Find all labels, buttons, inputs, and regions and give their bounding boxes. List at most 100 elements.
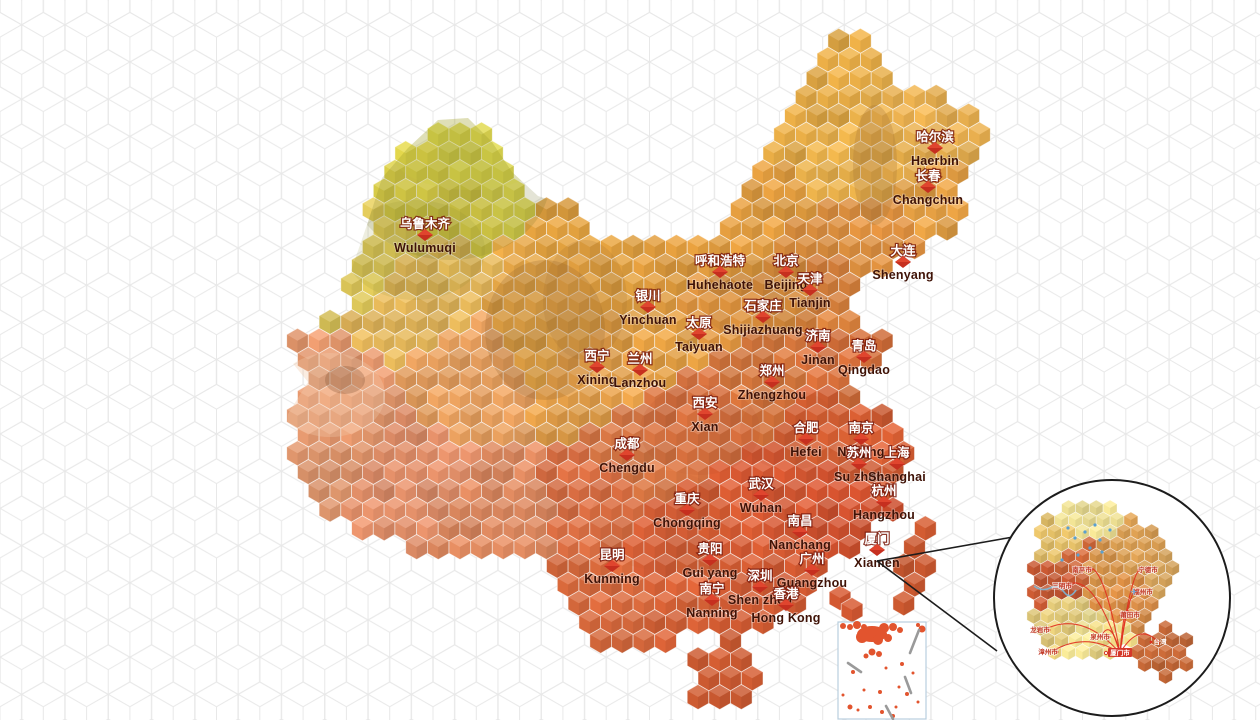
inset-city-label: 南平市 [1072,565,1092,574]
inset-city-台湾[interactable]: 台湾 [1149,637,1167,646]
nine-dash-segment [846,661,863,674]
city-shijiazhuang[interactable]: 石家庄 Shijiazhuang [722,297,803,338]
island-dot [879,623,889,633]
inset-city-莆田市[interactable]: 莆田市 [1120,609,1141,619]
city-su-zhou[interactable]: 苏州 Su zhou [833,444,884,485]
nine-dash-segment [908,628,921,655]
city-jinan[interactable]: 济南 Jinan [800,327,835,368]
city-zh-label: 长春 [915,168,941,183]
city-en-label: Jinan [801,353,835,367]
city-zhengzhou[interactable]: 郑州 Zhengzhou [737,362,807,403]
island-dot [841,693,845,697]
city-hefei[interactable]: 合肥 Hefei [789,419,822,460]
city-marker-icon [640,301,656,313]
city-zh-label: 济南 [805,328,831,343]
inset-origin-xiamen[interactable]: 厦门市 [1103,648,1132,657]
city-zh-label: 石家庄 [743,298,782,313]
inset-city-label: 莆田市 [1120,610,1140,619]
city-marker-icon [755,311,771,323]
city-en-label: Hefei [790,445,822,459]
city-hangzhou[interactable]: 杭州 Hangzhou [852,482,915,523]
inset-city-龙岩市[interactable]: 龙岩市 [1029,624,1051,634]
city-marker-icon [589,361,605,373]
city-zh-label: 南宁 [699,581,724,596]
inset-city-宁德市[interactable]: 宁德市 [1138,564,1159,574]
city-wuhan[interactable]: 武汉 Wuhan [739,475,783,516]
photo-tint [345,200,485,300]
blue-dot [1066,526,1070,530]
island-dot [884,666,888,670]
city-gui-yang[interactable]: 贵阳 Gui yang [682,540,738,581]
city-zh-label: 武汉 [748,476,774,491]
city-marker-icon [778,266,794,278]
city-nanjing[interactable]: 南京 Nanjing [837,419,886,460]
city-marker-icon [697,408,713,420]
island-dot [884,634,892,642]
city-marker-icon [810,341,826,353]
city-nanning[interactable]: 南宁 Nanning [685,580,738,621]
nine-dash-inset [837,621,927,720]
island-dot [856,708,860,712]
city-haerbin[interactable]: 哈尔滨 Haerbin [910,128,959,169]
inset-city-南平市[interactable]: 南平市 [1072,564,1093,574]
photo-tint [700,260,820,340]
city-guangzhou[interactable]: 广州 Guangzhou [776,550,848,591]
city-beijing[interactable]: 北京 Beijing [764,252,808,293]
city-huhehaote[interactable]: 呼和浩特 Huhehaote [686,252,754,293]
city-nanchang[interactable]: 南昌 Nanchang [768,512,831,553]
inset-city-泉州市[interactable]: 泉州市 [1090,631,1111,641]
city-lanzhou[interactable]: 兰州 Lanzhou [613,350,667,391]
inset-city-福州市[interactable]: 福州市✈ [1130,586,1154,597]
city-changchun[interactable]: 长春 Changchun [892,167,964,208]
island-dot [840,623,846,629]
city-zh-label: 哈尔滨 [916,129,954,144]
city-zh-label: 乌鲁木齐 [400,216,451,231]
island-dot [862,688,866,692]
island-dot [861,624,867,630]
island-dot [878,690,882,694]
city-marker-icon [853,433,869,445]
city-xian[interactable]: 西安 Xian [691,394,720,435]
city-marker-icon [802,284,818,296]
inset-city-label: 三明市 [1052,581,1072,590]
city-shen-zhen[interactable]: 深圳 Shen zhen [727,567,793,608]
city-chengdu[interactable]: 成都 Chengdu [598,435,655,476]
city-en-label: Wulumuqi [394,241,456,255]
city-yinchuan[interactable]: 银川 Yinchuan [618,287,677,328]
island-dot [897,685,901,689]
city-marker-icon [764,376,780,388]
city-marker-icon [895,256,911,268]
city-en-label: Guangzhou [777,576,848,590]
inset-city-漳州市[interactable]: 漳州市 [1038,646,1059,656]
city-en-label: Gui yang [682,566,737,580]
city-zh-label: 西安 [692,395,717,410]
city-hong-kong[interactable]: 香港 Hong Kong [751,585,822,626]
island-dot [889,623,897,631]
island-dot [911,671,915,675]
city-shenyang[interactable]: 大连 Shenyang [872,242,935,283]
nine-dash-segment [903,675,913,695]
city-chongqing[interactable]: 重庆 Chongqing [652,490,721,531]
city-marker-icon [679,504,695,516]
blue-dot [1093,523,1097,527]
city-tianjin[interactable]: 天津 Tianjin [788,270,831,311]
city-zh-label: 香港 [772,586,799,601]
blue-dot [1088,546,1092,550]
blue-dot [1100,550,1104,554]
city-shanghai[interactable]: 上海 Shanghai [867,444,926,485]
inset-city-三明市[interactable]: 三明市 [1052,580,1073,590]
city-zh-label: 苏州 [846,445,871,460]
city-xining[interactable]: 西宁 Xining [577,347,618,388]
blue-dot [1108,528,1112,532]
city-qingdao[interactable]: 青岛 Qingdao [837,337,891,378]
photo-tint [286,353,385,437]
city-marker-icon [889,458,905,470]
city-zh-label: 深圳 [747,568,772,583]
city-kunming[interactable]: 昆明 Kunming [583,546,640,587]
city-taiyuan[interactable]: 太原 Taiyuan [674,314,723,355]
city-wulumuqi[interactable]: 乌鲁木齐 Wulumuqi [393,215,456,256]
blue-dot [1083,530,1087,534]
photo-tint [640,385,760,475]
